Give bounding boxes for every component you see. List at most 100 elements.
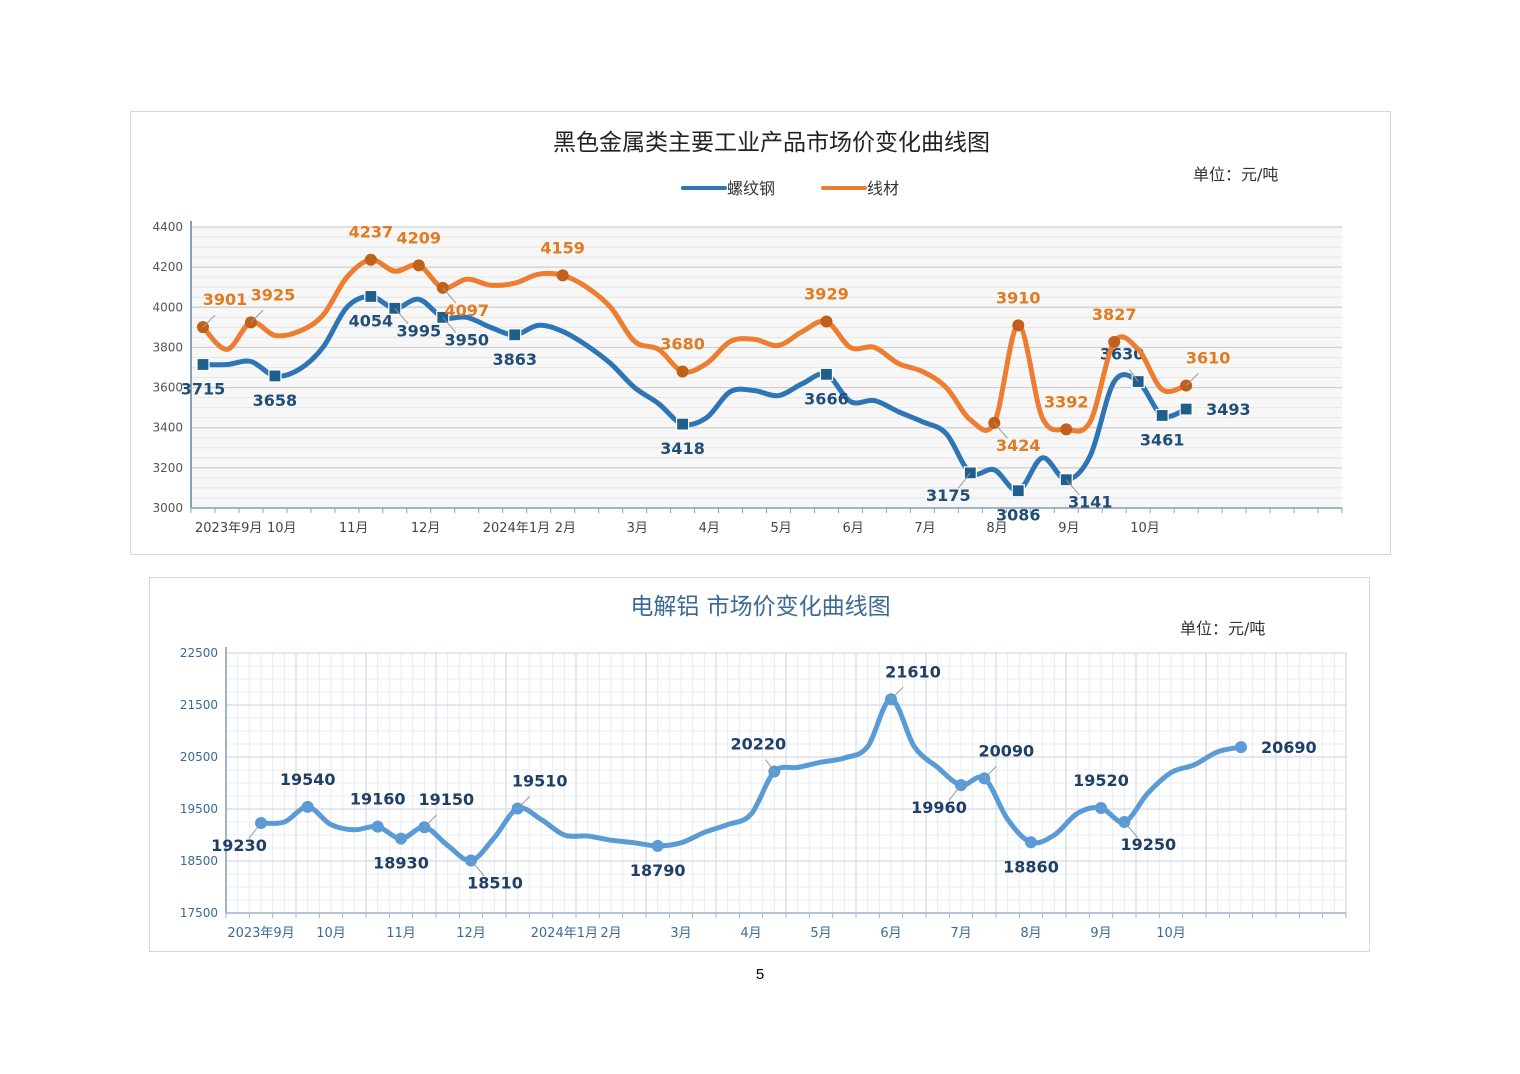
y-tick-label: 3400 [152, 421, 183, 435]
x-tick-label: 10月 [267, 521, 297, 536]
chart-title: 黑色金属类主要工业产品市场价变化曲线图 [553, 130, 990, 156]
y-tick-label: 18500 [180, 854, 218, 868]
x-tick-label: 7月 [914, 521, 935, 536]
chart-title: 电解铝 市场价变化曲线图 [630, 594, 890, 620]
data-label: 19960 [911, 798, 967, 817]
data-point-marker [301, 800, 314, 813]
data-point-marker [1095, 801, 1107, 814]
data-label: 18790 [630, 861, 686, 880]
y-tick-label: 3000 [152, 501, 183, 515]
data-point-marker [556, 269, 569, 282]
y-tick-label: 3800 [152, 340, 183, 354]
label-leader-line [517, 796, 531, 809]
data-point-marker [268, 369, 282, 383]
data-label: 4159 [540, 238, 585, 257]
label-leader-line [1128, 369, 1139, 382]
data-point-marker [1155, 408, 1169, 423]
data-label: 21610 [885, 662, 941, 681]
x-tick-label: 2023年9月 [195, 521, 262, 536]
y-tick-label: 22500 [180, 646, 218, 660]
x-tick-label: 11月 [386, 926, 416, 941]
x-tick-label: 3月 [670, 926, 691, 941]
data-label: 3610 [1186, 349, 1231, 368]
label-leader-line [957, 472, 971, 489]
data-label: 3950 [445, 330, 490, 349]
label-leader-line [248, 822, 262, 839]
data-label: 3929 [804, 285, 849, 304]
y-tick-label: 19500 [180, 802, 218, 816]
data-point-marker [412, 259, 425, 272]
data-point-marker [364, 253, 377, 266]
x-tick-label: 5月 [810, 926, 831, 941]
y-tick-label: 3200 [152, 461, 183, 475]
data-label: 3141 [1068, 493, 1113, 512]
data-label: 3424 [996, 436, 1041, 455]
x-tick-label: 3月 [627, 521, 648, 536]
x-tick-label: 11月 [339, 521, 369, 536]
x-tick-label: 10月 [316, 926, 346, 941]
x-tick-label: 9月 [1058, 521, 1079, 536]
label-leader-line [394, 307, 409, 325]
data-label: 3827 [1092, 305, 1137, 324]
data-label: 19250 [1120, 835, 1176, 854]
x-tick-label: 10月 [1130, 521, 1160, 536]
label-leader-line [1065, 479, 1080, 496]
data-label: 3418 [660, 439, 705, 458]
unit-label: 单位：元/吨 [1193, 165, 1278, 184]
y-tick-label: 20500 [180, 750, 218, 764]
data-label: 20090 [978, 741, 1034, 760]
legend-entry: 线材 [867, 179, 899, 198]
x-tick-label: 2024年1月 [531, 926, 598, 941]
data-label: 4097 [445, 301, 490, 320]
x-tick-label: 4月 [740, 926, 761, 941]
data-label: 19230 [211, 836, 267, 855]
label-leader-line [202, 314, 216, 328]
x-tick-label: 5月 [771, 521, 792, 536]
label-leader-line [470, 860, 485, 877]
x-tick-label: 6月 [842, 521, 863, 536]
data-label: 18860 [1003, 857, 1059, 876]
data-point-marker [675, 417, 690, 431]
data-label: 3175 [926, 486, 971, 505]
data-point-marker [1060, 423, 1073, 436]
data-label: 3666 [804, 389, 849, 408]
data-point-marker [651, 839, 664, 852]
data-label: 3715 [181, 379, 226, 398]
data-label: 3925 [251, 285, 296, 304]
label-leader-line [983, 765, 997, 779]
label-leader-line [948, 784, 962, 801]
y-tick-label: 4200 [152, 260, 183, 274]
x-tick-label: 2月 [600, 926, 621, 941]
y-tick-label: 3600 [152, 381, 183, 395]
data-point-marker [1108, 336, 1121, 349]
data-label: 18930 [373, 854, 429, 873]
data-label: 3461 [1140, 430, 1185, 449]
legend-entry: 螺纹钢 [727, 179, 775, 198]
x-tick-label: 4月 [699, 521, 720, 536]
data-label: 19520 [1073, 771, 1129, 790]
label-leader-line [1185, 373, 1199, 386]
x-tick-label: 9月 [1090, 926, 1111, 941]
data-label: 19510 [512, 771, 568, 790]
y-tick-label: 4000 [152, 300, 183, 314]
unit-label: 单位：元/吨 [1180, 619, 1265, 638]
data-label: 20690 [1261, 738, 1317, 757]
data-point-marker [820, 315, 833, 328]
data-label: 3863 [492, 350, 537, 369]
data-label: 3680 [660, 335, 705, 354]
aluminum-chart-panel: 电解铝 市场价变化曲线图 单位：元/吨 17500 18500 19500 20500 21… [149, 577, 1370, 952]
data-point-marker [1235, 741, 1247, 754]
data-point-marker [371, 820, 384, 833]
y-tick-label: 4400 [152, 220, 183, 234]
label-leader-line [890, 686, 904, 700]
y-tick-label: 21500 [180, 698, 218, 712]
label-leader-line [442, 287, 457, 304]
label-leader-line [442, 316, 457, 334]
data-label: 4209 [397, 228, 442, 247]
x-tick-label: 6月 [880, 926, 901, 941]
data-label: 4237 [349, 223, 394, 242]
data-point-marker [676, 365, 689, 378]
label-leader-line [423, 814, 437, 828]
data-label: 3658 [253, 391, 298, 410]
